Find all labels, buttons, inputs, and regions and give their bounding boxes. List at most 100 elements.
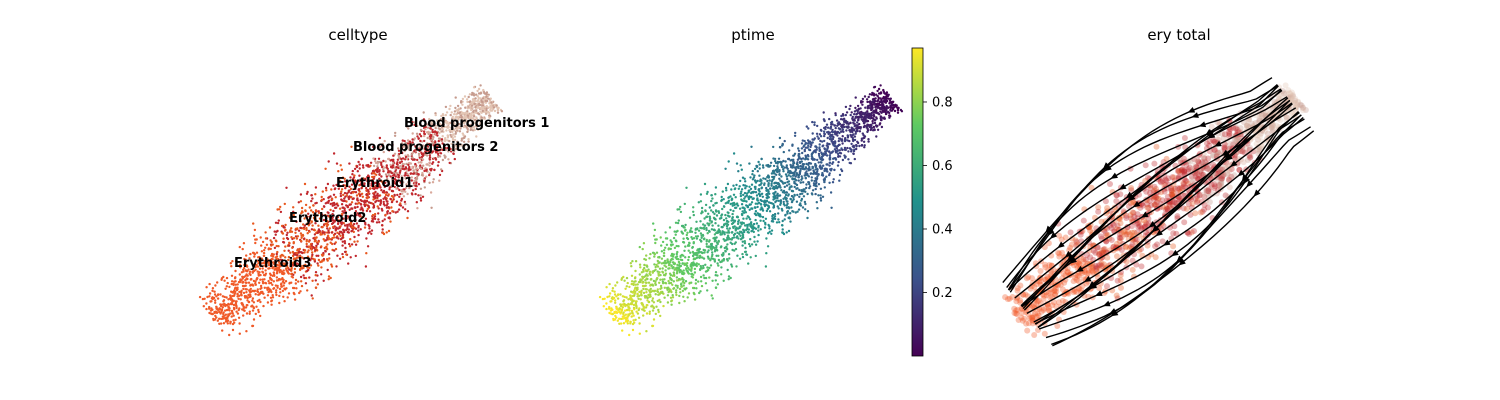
cell-point: [691, 246, 694, 249]
cell-point: [684, 288, 687, 291]
cell-point: [314, 286, 318, 290]
cell-point: [467, 138, 470, 141]
cell-point: [239, 298, 242, 301]
cell-point: [830, 206, 833, 209]
cell-point: [642, 270, 645, 273]
cell-point: [785, 231, 788, 234]
cell-point: [609, 312, 613, 315]
cell-point: [807, 144, 810, 147]
cell-point: [840, 138, 844, 141]
cell-point: [740, 223, 743, 226]
cell-point: [359, 178, 362, 181]
cell-point: [678, 294, 681, 298]
cell-point: [279, 278, 282, 281]
cell-point: [326, 234, 330, 237]
cell-point: [648, 257, 651, 260]
cell-point: [425, 169, 428, 172]
cell-point: [325, 219, 329, 223]
cell-point: [236, 288, 239, 291]
cell-point: [670, 299, 674, 302]
cell-point: [261, 291, 264, 295]
cell-point: [372, 172, 375, 175]
cell-point: [355, 222, 359, 225]
cell-point: [395, 200, 399, 203]
cell-point: [382, 168, 385, 171]
cell-point: [840, 168, 843, 171]
cell-point: [710, 209, 713, 212]
cell-point: [356, 240, 359, 243]
cell-point: [425, 163, 428, 166]
cell-point: [417, 137, 420, 140]
cell-point: [883, 110, 887, 114]
cell-point: [340, 223, 343, 226]
cell-point: [254, 312, 257, 316]
cell-point: [764, 265, 768, 268]
cell-point: [729, 276, 732, 280]
cell-point: [332, 184, 335, 187]
cell-point: [605, 307, 608, 311]
cell-point: [398, 171, 402, 174]
cell-point: [289, 251, 292, 254]
cell-point: [369, 164, 372, 167]
cell-point: [278, 264, 281, 267]
cell-point: [414, 187, 417, 191]
cell-point: [354, 243, 358, 246]
cell-point: [690, 272, 694, 276]
cell-point: [336, 231, 339, 234]
cell-point: [385, 175, 389, 178]
cell-point: [769, 164, 772, 167]
cell-point: [775, 173, 778, 176]
cell-point: [631, 260, 634, 263]
cell-point: [641, 277, 644, 280]
cell-point: [259, 284, 263, 288]
cell-point: [414, 145, 418, 148]
cell-point: [456, 121, 459, 124]
cell-point: [867, 140, 870, 143]
cell-point: [483, 110, 487, 114]
cell-point: [372, 145, 375, 149]
cell-point: [810, 176, 813, 179]
cell-point: [226, 281, 229, 285]
cell-point: [458, 126, 461, 129]
cell-point: [783, 185, 786, 189]
cell-point: [822, 118, 826, 121]
cell-point: [793, 173, 796, 176]
cell-point: [267, 247, 270, 251]
cell-point: [357, 160, 360, 164]
cell-point: [790, 206, 793, 209]
cell-point: [353, 174, 356, 177]
cell-point: [371, 218, 374, 221]
cell-point: [441, 128, 445, 131]
cell-point: [367, 201, 371, 204]
cell-point: [734, 229, 737, 232]
cell-point: [224, 313, 228, 316]
cell-point: [290, 230, 294, 233]
cell-point: [382, 189, 386, 193]
cell-point: [365, 252, 368, 255]
cell-point: [223, 303, 226, 306]
cell-point: [738, 207, 742, 210]
cell-point: [766, 245, 770, 248]
cell-point: [300, 284, 304, 288]
cell-point: [450, 111, 453, 114]
cell-point: [885, 95, 888, 98]
cell-point: [249, 273, 252, 277]
cell-point: [684, 245, 687, 248]
cell-point: [722, 218, 726, 222]
cell-point: [393, 173, 396, 176]
cell-point: [263, 259, 267, 263]
cell-point: [377, 199, 380, 202]
cell-point: [653, 228, 657, 232]
cell-point: [279, 258, 282, 261]
cell-point: [378, 173, 381, 176]
cell-point: [314, 271, 318, 274]
cell-point: [359, 228, 362, 231]
cell-point: [317, 224, 320, 227]
cell-point: [358, 215, 362, 218]
cell-point: [354, 206, 357, 209]
cell-point: [489, 97, 492, 100]
cell-point: [705, 242, 708, 246]
cell-point: [740, 199, 744, 202]
cell-point: [844, 105, 848, 109]
cell-point: [651, 297, 655, 300]
